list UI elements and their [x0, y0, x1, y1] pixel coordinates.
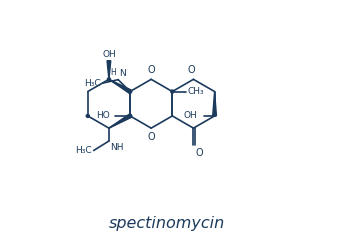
Text: OH: OH — [102, 50, 116, 59]
Circle shape — [86, 114, 89, 117]
Text: N: N — [119, 69, 126, 78]
Polygon shape — [213, 91, 216, 116]
Circle shape — [128, 114, 132, 117]
Text: O: O — [147, 65, 155, 75]
Circle shape — [128, 114, 132, 117]
Circle shape — [128, 90, 132, 93]
Text: NH: NH — [111, 143, 124, 152]
Polygon shape — [107, 61, 111, 79]
Text: O: O — [147, 132, 155, 142]
Polygon shape — [109, 79, 131, 93]
Text: OH: OH — [184, 111, 198, 120]
Text: H: H — [111, 68, 117, 77]
Text: CH₃: CH₃ — [188, 87, 204, 96]
Text: H₃C: H₃C — [75, 146, 92, 155]
Text: H₃C: H₃C — [85, 78, 101, 88]
Circle shape — [128, 90, 132, 93]
Text: O: O — [188, 65, 196, 75]
Circle shape — [171, 90, 174, 93]
Circle shape — [107, 78, 111, 81]
Text: HO: HO — [96, 111, 110, 120]
Text: spectinomycin: spectinomycin — [108, 216, 225, 231]
Text: O: O — [195, 148, 203, 158]
Polygon shape — [109, 114, 131, 128]
